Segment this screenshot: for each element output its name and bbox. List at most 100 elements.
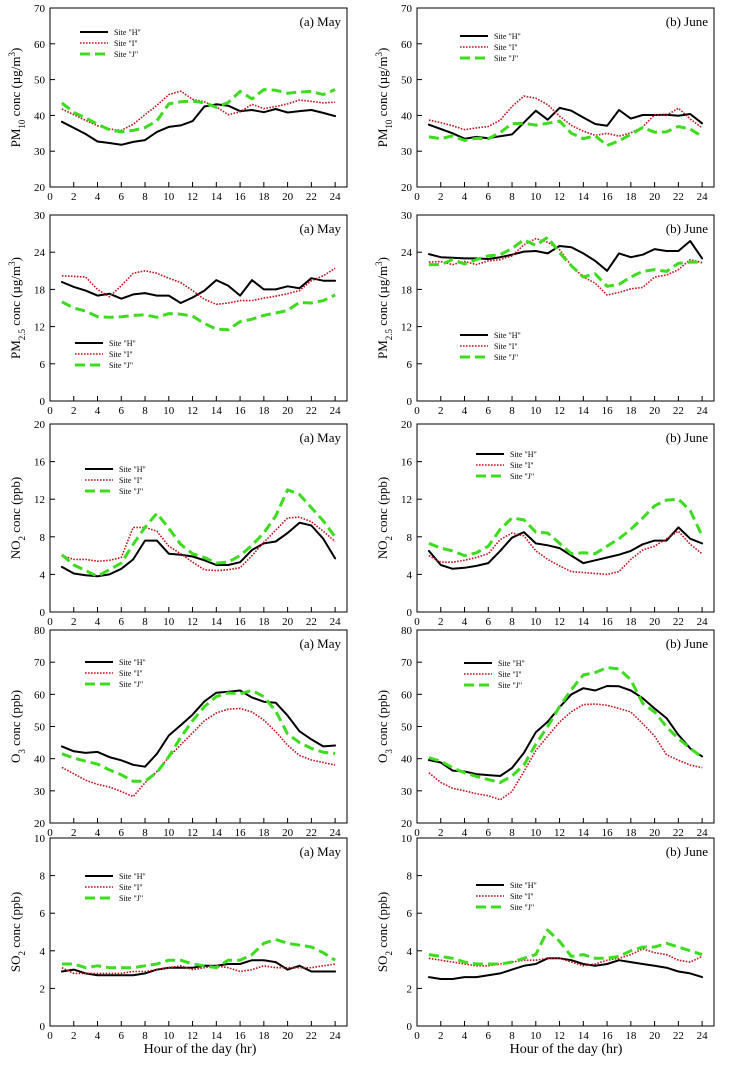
series-line-site-h bbox=[60, 277, 337, 304]
series-line-site-h bbox=[60, 103, 337, 146]
series-line-site-h bbox=[427, 106, 704, 140]
series-line-site-h bbox=[60, 959, 337, 977]
y-label-main: PM bbox=[375, 128, 390, 147]
x-tick-label: 2 bbox=[71, 1030, 77, 1042]
x-tick-label: 8 bbox=[509, 616, 515, 628]
legend-label-site-h: Site "H" bbox=[119, 465, 146, 474]
y-tick-label: 2 bbox=[40, 983, 46, 995]
x-tick-label: 0 bbox=[414, 191, 420, 203]
y-tick-label: 50 bbox=[401, 75, 413, 87]
y-tick-label: 0 bbox=[407, 396, 413, 408]
y-label-rest: conc (ppb) bbox=[375, 690, 390, 749]
plot-frame bbox=[49, 423, 348, 613]
legend-label-site-i: Site "I" bbox=[109, 350, 133, 359]
x-tick-label: 8 bbox=[509, 191, 515, 203]
plot-frame bbox=[49, 629, 348, 824]
y-label-sub: 2 bbox=[17, 951, 27, 956]
x-tick-label: 16 bbox=[235, 191, 247, 203]
x-tick-label: 20 bbox=[282, 827, 294, 839]
x-tick-label: 10 bbox=[530, 827, 542, 839]
legend-label-site-h: Site "H" bbox=[119, 658, 146, 667]
plot-frame bbox=[49, 7, 348, 188]
x-tick-label: 12 bbox=[554, 827, 565, 839]
x-tick-label: 4 bbox=[95, 827, 101, 839]
y-tick-label: 80 bbox=[34, 625, 46, 637]
y-label-rest: conc (µg/m bbox=[375, 266, 390, 329]
y-tick-label: 0 bbox=[40, 607, 46, 619]
y-tick-label: 0 bbox=[40, 1021, 46, 1033]
x-tick-label: 4 bbox=[95, 616, 101, 628]
y-tick-label: 60 bbox=[34, 39, 46, 51]
y-tick-label: 6 bbox=[40, 359, 46, 371]
plot-frame bbox=[416, 214, 715, 402]
y-tick-label: 0 bbox=[40, 396, 46, 408]
x-tick-label: 18 bbox=[625, 827, 637, 839]
y-tick-label: 30 bbox=[34, 786, 46, 798]
x-tick-label: 10 bbox=[163, 827, 175, 839]
plot-frame bbox=[416, 629, 715, 824]
x-tick-label: 8 bbox=[509, 1030, 515, 1042]
x-tick-label: 4 bbox=[462, 827, 468, 839]
x-tick-label: 22 bbox=[306, 405, 317, 417]
x-tick-label: 10 bbox=[530, 405, 542, 417]
y-tick-label: 50 bbox=[401, 722, 413, 734]
series-line-site-j bbox=[428, 235, 703, 288]
y-label-main: SO bbox=[8, 956, 23, 973]
series-line-site-i bbox=[61, 707, 336, 798]
x-tick-label: 16 bbox=[235, 616, 247, 628]
x-tick-label: 4 bbox=[95, 405, 101, 417]
y-tick-label: 18 bbox=[34, 284, 46, 296]
y-tick-label: 8 bbox=[407, 871, 413, 883]
y-tick-label: 6 bbox=[407, 359, 413, 371]
panel-title: (b) June bbox=[666, 221, 708, 236]
legend-label-site-i: Site "I" bbox=[498, 670, 522, 679]
plot-frame bbox=[416, 837, 715, 1027]
y-tick-label: 16 bbox=[34, 457, 46, 469]
y-tick-label: 24 bbox=[34, 247, 46, 259]
x-tick-label: 6 bbox=[486, 405, 492, 417]
x-tick-label: 18 bbox=[258, 616, 270, 628]
plot-frame bbox=[416, 423, 715, 613]
y-tick-label: 30 bbox=[34, 210, 46, 222]
y-label-sup: 3 bbox=[7, 261, 17, 266]
y-tick-label: 50 bbox=[34, 722, 46, 734]
x-tick-label: 6 bbox=[119, 1030, 125, 1042]
legend: Site "H" Site "I" Site "J" bbox=[85, 465, 146, 496]
panel-title: (a) May bbox=[299, 430, 341, 445]
series-line-site-j bbox=[428, 119, 703, 147]
legend: Site "H" Site "I" Site "J" bbox=[85, 658, 146, 689]
legend-label-site-i: Site "I" bbox=[510, 461, 534, 470]
x-tick-label: 14 bbox=[578, 827, 590, 839]
y-label-close: ) bbox=[8, 48, 23, 52]
series-line-site-i bbox=[428, 948, 703, 967]
y-label-sub: 10 bbox=[384, 119, 394, 129]
x-tick-label: 12 bbox=[554, 1030, 565, 1042]
y-label-rest: conc (µg/m bbox=[8, 56, 23, 119]
y-label-close: ) bbox=[375, 257, 390, 261]
x-tick-label: 6 bbox=[119, 405, 125, 417]
legend-label-site-i: Site "I" bbox=[494, 43, 518, 52]
y-tick-label: 8 bbox=[40, 532, 46, 544]
series-line-site-h bbox=[60, 521, 337, 578]
x-tick-label: 14 bbox=[578, 191, 590, 203]
x-tick-label: 20 bbox=[649, 827, 661, 839]
x-axis-label-left: Hour of the day (hr) bbox=[143, 1042, 257, 1057]
x-tick-label: 8 bbox=[142, 616, 148, 628]
x-tick-label: 24 bbox=[330, 405, 342, 417]
x-tick-label: 4 bbox=[95, 1030, 101, 1042]
legend-label-site-h: Site "H" bbox=[494, 32, 521, 41]
series-line-site-j bbox=[61, 938, 336, 970]
series-line-site-h bbox=[427, 240, 704, 272]
x-tick-label: 12 bbox=[187, 827, 198, 839]
x-tick-label: 10 bbox=[530, 616, 542, 628]
y-label-rest: conc (µg/m bbox=[8, 266, 23, 329]
y-tick-label: 50 bbox=[34, 75, 46, 87]
x-tick-label: 10 bbox=[163, 191, 175, 203]
y-tick-label: 20 bbox=[34, 182, 46, 194]
y-label-sup: 3 bbox=[374, 261, 384, 266]
